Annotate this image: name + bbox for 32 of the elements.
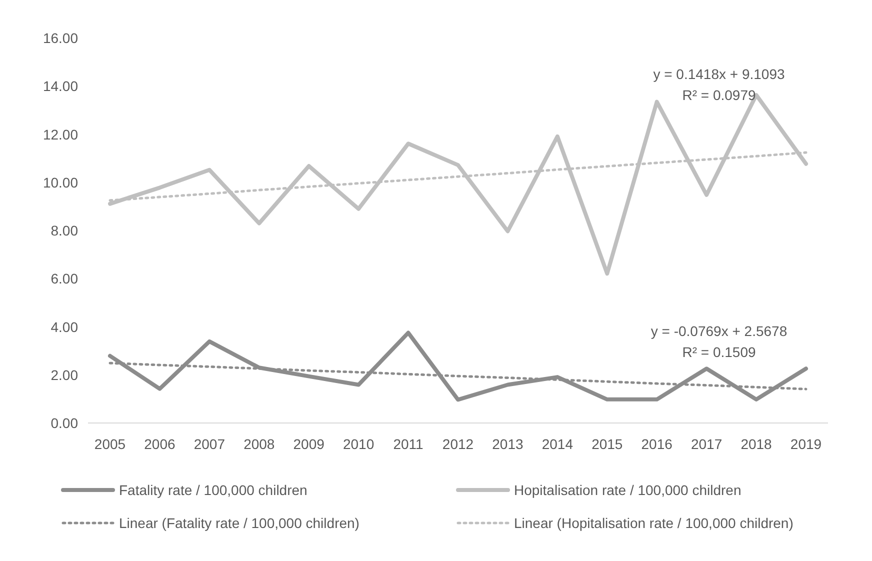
x-tick-label: 2005 — [94, 436, 126, 452]
annotation: R² = 0.1509 — [682, 344, 756, 360]
annotation: y = -0.0769x + 2.5678 — [650, 323, 788, 339]
y-tick-label: 10.00 — [42, 174, 78, 190]
x-tick-label: 2009 — [293, 436, 325, 452]
y-tick-label: 2.00 — [50, 366, 78, 383]
annotation: R² = 0.0979 — [682, 87, 756, 103]
y-tick-label: 12.00 — [42, 126, 78, 142]
x-tick-label: 2008 — [244, 436, 275, 452]
x-tick-label: 2015 — [592, 436, 623, 452]
x-tick-label: 2014 — [542, 436, 574, 452]
legend-label: Fatality rate / 100,000 children — [119, 482, 308, 498]
y-tick-label: 4.00 — [50, 318, 78, 335]
y-tick-label: 16.00 — [42, 30, 78, 46]
y-tick-label: 14.00 — [42, 78, 78, 94]
y-tick-label: 6.00 — [50, 270, 78, 287]
x-tick-label: 2018 — [740, 436, 772, 452]
x-tick-label: 2016 — [641, 436, 673, 452]
legend-label: Hopitalisation rate / 100,000 children — [514, 482, 742, 498]
x-tick-label: 2013 — [492, 436, 524, 452]
legend-label: Linear (Fatality rate / 100,000 children) — [119, 515, 360, 531]
x-tick-label: 2010 — [342, 436, 374, 452]
legend-label: Linear (Hopitalisation rate / 100,000 children) — [514, 515, 794, 531]
x-tick-label: 2011 — [393, 436, 424, 452]
y-tick-label: 8.00 — [50, 222, 78, 238]
x-tick-label: 2007 — [194, 436, 226, 452]
x-tick-label: 2017 — [690, 436, 722, 452]
annotation: y = 0.1418x + 9.1093 — [653, 66, 785, 82]
x-tick-label: 2019 — [790, 436, 822, 452]
x-tick-label: 2012 — [442, 436, 474, 452]
y-tick-label: 0.00 — [50, 415, 78, 431]
x-tick-label: 2006 — [144, 436, 176, 452]
